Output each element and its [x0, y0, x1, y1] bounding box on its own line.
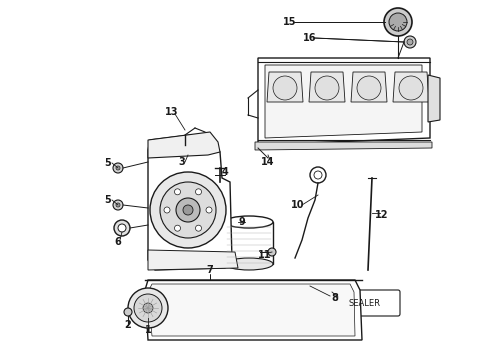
Circle shape — [196, 189, 201, 195]
Circle shape — [273, 76, 297, 100]
Circle shape — [407, 39, 413, 45]
Text: 12: 12 — [375, 210, 389, 220]
Circle shape — [150, 172, 226, 248]
Bar — [225, 222, 273, 264]
Circle shape — [384, 8, 412, 36]
Polygon shape — [267, 72, 303, 102]
Circle shape — [113, 163, 123, 173]
Circle shape — [114, 220, 130, 236]
Polygon shape — [258, 58, 430, 145]
Text: 6: 6 — [115, 237, 122, 247]
Circle shape — [206, 207, 212, 213]
Polygon shape — [393, 72, 429, 102]
Ellipse shape — [225, 258, 273, 270]
Text: 5: 5 — [105, 195, 111, 205]
Polygon shape — [148, 132, 220, 158]
Text: 4: 4 — [221, 167, 228, 177]
Circle shape — [183, 205, 193, 215]
Circle shape — [310, 167, 326, 183]
Ellipse shape — [225, 216, 273, 228]
Text: SEALER: SEALER — [348, 298, 380, 307]
Circle shape — [124, 308, 132, 316]
Polygon shape — [145, 280, 362, 340]
FancyBboxPatch shape — [328, 290, 400, 316]
Polygon shape — [148, 284, 355, 336]
Text: 16: 16 — [303, 33, 317, 43]
Text: 1: 1 — [145, 325, 151, 335]
Polygon shape — [148, 250, 238, 270]
Polygon shape — [148, 135, 232, 270]
Text: 13: 13 — [165, 107, 179, 117]
Circle shape — [268, 248, 276, 256]
Text: 15: 15 — [283, 17, 297, 27]
Circle shape — [399, 76, 423, 100]
Circle shape — [314, 171, 322, 179]
Text: 11: 11 — [258, 250, 272, 260]
Circle shape — [160, 182, 216, 238]
Polygon shape — [265, 65, 422, 138]
Text: 10: 10 — [291, 200, 305, 210]
Circle shape — [143, 303, 153, 313]
Text: 8: 8 — [332, 293, 339, 303]
Circle shape — [174, 225, 180, 231]
Polygon shape — [309, 72, 345, 102]
Circle shape — [116, 203, 120, 207]
Polygon shape — [428, 75, 440, 122]
Text: 3: 3 — [179, 157, 185, 167]
Text: 14: 14 — [261, 157, 275, 167]
Circle shape — [118, 224, 126, 232]
Text: 5: 5 — [105, 158, 111, 168]
Circle shape — [315, 76, 339, 100]
Circle shape — [176, 198, 200, 222]
Circle shape — [196, 225, 201, 231]
Text: 2: 2 — [124, 320, 131, 330]
Circle shape — [116, 166, 120, 170]
Circle shape — [389, 13, 407, 31]
Circle shape — [174, 189, 180, 195]
Circle shape — [357, 76, 381, 100]
Circle shape — [113, 200, 123, 210]
Polygon shape — [351, 72, 387, 102]
Circle shape — [164, 207, 170, 213]
Circle shape — [134, 294, 162, 322]
Text: 7: 7 — [207, 265, 213, 275]
Circle shape — [404, 36, 416, 48]
Circle shape — [128, 288, 168, 328]
Polygon shape — [255, 142, 432, 150]
Text: 9: 9 — [239, 217, 245, 227]
